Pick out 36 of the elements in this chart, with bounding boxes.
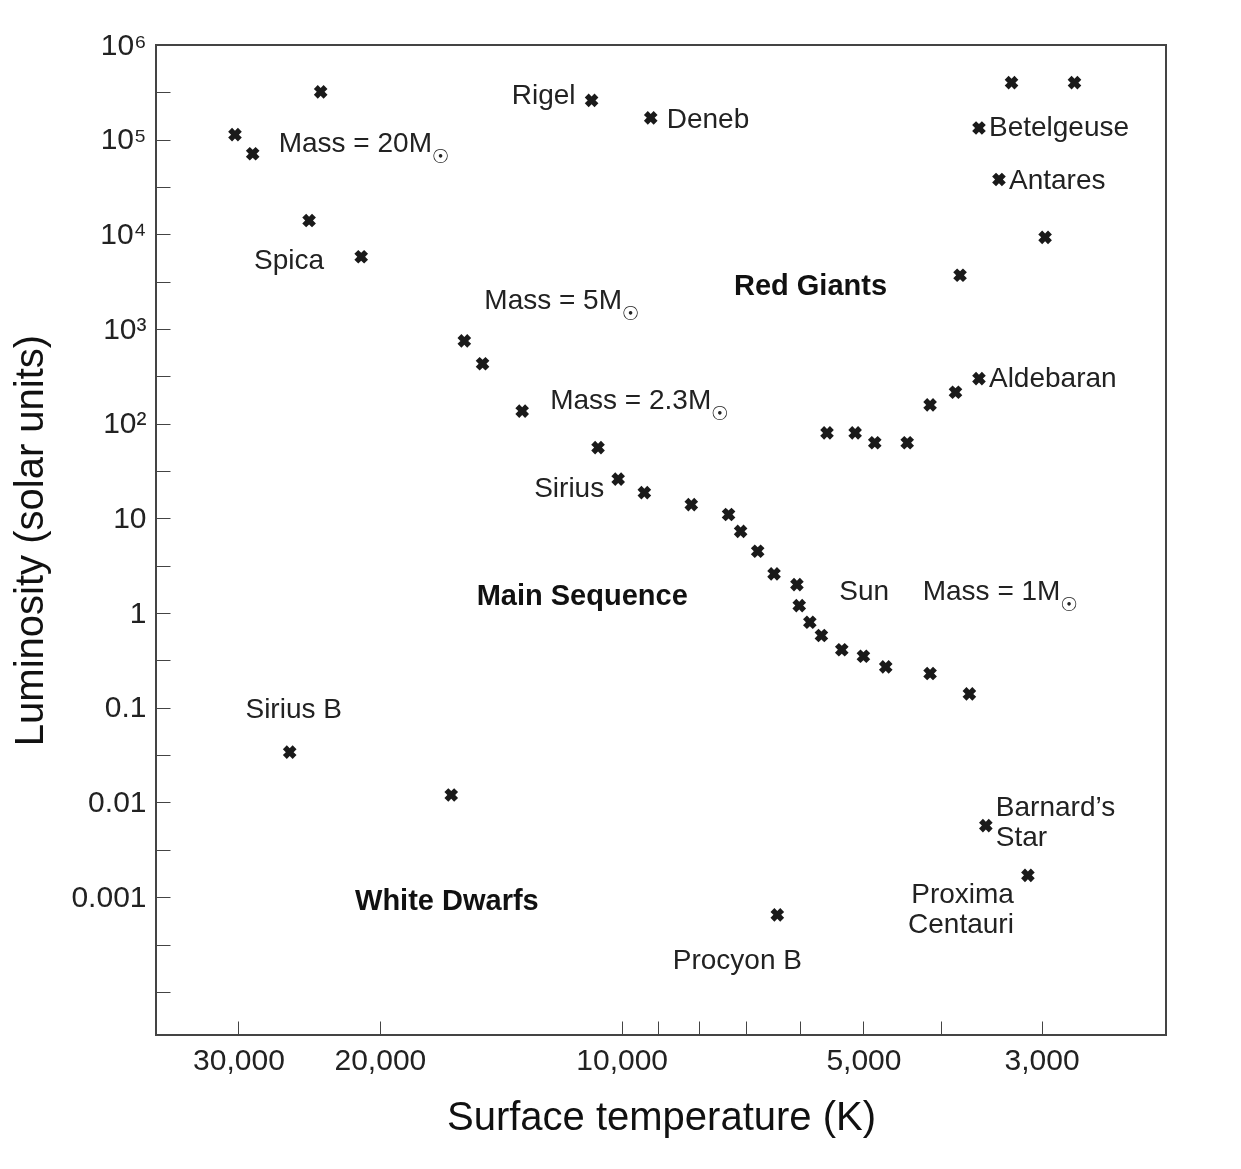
y-tick-label: 10²	[103, 406, 147, 440]
y-tick-label: 10³	[103, 311, 147, 345]
x-axis-title: Surface temperature (K)	[446, 1093, 877, 1138]
annotation: Mass = 2.3M$_{☉}$	[550, 384, 729, 425]
y-tick-label: 10⁶	[100, 27, 147, 61]
y-tick-label: 0.01	[88, 784, 147, 818]
y-tick-label: 0.001	[71, 879, 147, 913]
y-tick-label: 10⁵	[100, 122, 147, 156]
y-axis-title: Luminosity (solar units)	[7, 334, 52, 747]
annotation: Proxima Centauri	[908, 878, 1015, 940]
annotation: Sirius B	[245, 693, 342, 725]
x-tick-label: 3,000	[1004, 1042, 1080, 1076]
annotation: Mass = 5M$_{☉}$	[484, 283, 640, 324]
y-tick-label: 10⁴	[100, 216, 147, 250]
x-tick-label: 20,000	[334, 1042, 427, 1076]
annotation: Deneb	[666, 102, 750, 134]
x-tick-label: 5,000	[826, 1042, 902, 1076]
x-tick-label: 10,000	[576, 1042, 669, 1076]
annotation: Sirius	[534, 472, 605, 504]
annotation: Red Giants	[733, 268, 888, 301]
annotation: Betelgeuse	[988, 110, 1130, 142]
annotation: Spica	[254, 243, 325, 275]
annotation: Main Sequence	[476, 579, 688, 612]
annotation: Aldebaran	[988, 361, 1117, 393]
annotation: Barnard’s Star	[995, 790, 1116, 852]
annotation: Antares	[1008, 164, 1106, 196]
annotation: Procyon B	[672, 943, 802, 975]
annotation: Rigel	[511, 79, 576, 111]
annotation: White Dwarfs	[355, 884, 539, 917]
y-tick-label: 10	[113, 500, 147, 534]
annotation: Sun	[839, 574, 890, 606]
y-tick-label: 1	[129, 595, 147, 629]
annotation: Mass = 20M$_{☉}$	[278, 126, 450, 167]
annotation: Mass = 1M$_{☉}$	[922, 575, 1078, 616]
y-tick-label: 0.1	[104, 690, 147, 724]
x-tick-label: 30,000	[193, 1042, 285, 1076]
